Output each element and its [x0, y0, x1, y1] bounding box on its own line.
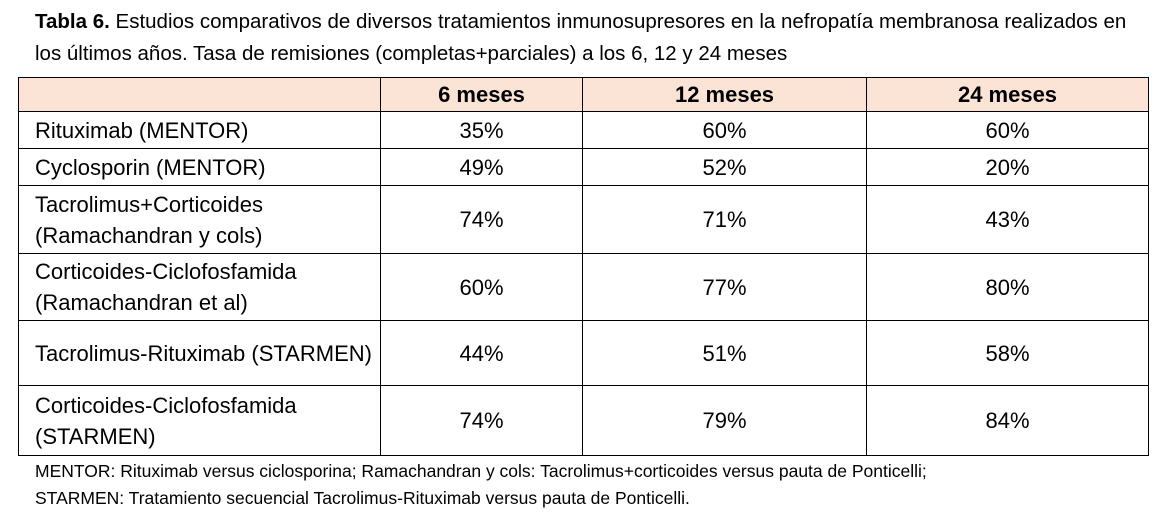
- value-cell: 52%: [582, 148, 867, 186]
- table-row: Tacrolimus-Rituximab (STARMEN) 44% 51% 58%: [18, 320, 1149, 386]
- table-row: Tacrolimus+Corticoides (Ramachandran y c…: [18, 185, 1149, 254]
- row-label: Cyclosporin (MENTOR): [18, 148, 381, 186]
- table-row: Cyclosporin (MENTOR) 49% 52% 20%: [18, 148, 1149, 186]
- table-row: Rituximab (MENTOR) 35% 60% 60%: [18, 111, 1149, 149]
- header-cell: 6 meses: [380, 77, 583, 112]
- table-body: Rituximab (MENTOR) 35% 60% 60% Cyclosporin (…: [18, 111, 1149, 456]
- value-cell: 58%: [866, 320, 1149, 386]
- header-cell: 24 meses: [866, 77, 1149, 112]
- value-cell: 74%: [380, 385, 583, 456]
- value-cell: 77%: [582, 253, 867, 321]
- value-cell: 79%: [582, 385, 867, 456]
- value-cell: 60%: [866, 111, 1149, 149]
- value-cell: 60%: [380, 253, 583, 321]
- value-cell: 20%: [866, 148, 1149, 186]
- value-cell: 71%: [582, 185, 867, 254]
- value-cell: 60%: [582, 111, 867, 149]
- header-cell: [18, 77, 381, 112]
- caption-label: Tabla 6.: [35, 10, 110, 33]
- footnote-line: STARMEN: Tratamiento secuencial Tacrolim…: [35, 488, 690, 508]
- row-label: Tacrolimus-Rituximab (STARMEN): [18, 320, 381, 386]
- row-label: Tacrolimus+Corticoides (Ramachandran y c…: [18, 185, 381, 254]
- value-cell: 74%: [380, 185, 583, 254]
- row-label: Corticoides-Ciclofosfamida (STARMEN): [18, 385, 381, 456]
- table-row: Corticoides-Ciclofosfamida (STARMEN) 74% 7…: [18, 385, 1149, 456]
- value-cell: 51%: [582, 320, 867, 386]
- header-cell: 12 meses: [582, 77, 867, 112]
- table-row: Corticoides-Ciclofosfamida (Ramachandran…: [18, 253, 1149, 321]
- value-cell: 80%: [866, 253, 1149, 321]
- caption: Tabla 6. Estudios comparativos de divers…: [35, 6, 1135, 70]
- value-cell: 44%: [380, 320, 583, 386]
- value-cell: 49%: [380, 148, 583, 186]
- caption-text: Estudios comparativos de diversos tratam…: [35, 10, 1127, 65]
- row-label: Rituximab (MENTOR): [18, 111, 381, 149]
- table: 6 meses 12 meses 24 meses Rituximab (MENTO…: [18, 77, 1149, 456]
- value-cell: 84%: [866, 385, 1149, 456]
- value-cell: 35%: [380, 111, 583, 149]
- footnote-line: MENTOR: Rituximab versus ciclosporina; R…: [35, 461, 927, 481]
- row-label: Corticoides-Ciclofosfamida (Ramachandran…: [18, 253, 381, 321]
- header-row: 6 meses 12 meses 24 meses: [18, 77, 1149, 112]
- value-cell: 43%: [866, 185, 1149, 254]
- footnote: MENTOR: Rituximab versus ciclosporina; R…: [35, 458, 927, 512]
